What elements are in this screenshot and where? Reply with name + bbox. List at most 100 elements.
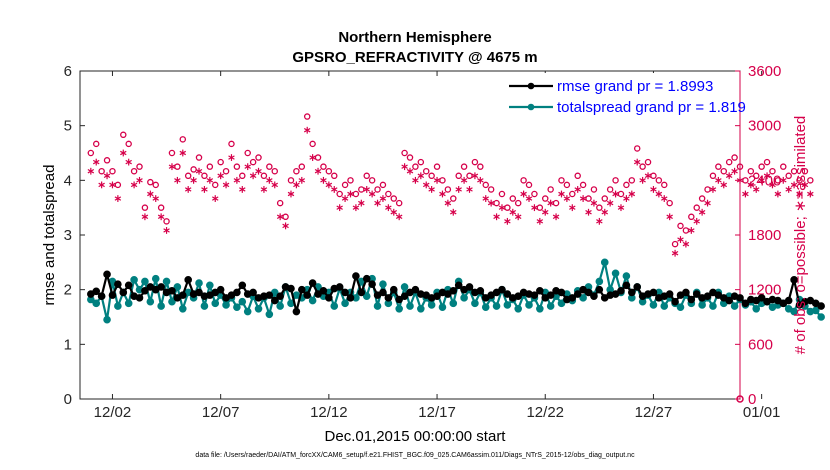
- rmse-point: [287, 284, 295, 293]
- assimilated-point: [574, 186, 581, 193]
- possible-point: [650, 172, 657, 180]
- rmse-point: [379, 288, 387, 297]
- possible-point: [731, 154, 738, 161]
- possible-point: [785, 172, 792, 180]
- assimilated-point: [731, 167, 738, 175]
- possible-point: [276, 199, 284, 207]
- possible-point: [720, 167, 728, 175]
- possible-point: [450, 195, 457, 202]
- possible-point: [195, 154, 203, 161]
- rmse-point: [433, 292, 441, 301]
- assimilated-point: [195, 167, 203, 175]
- plot-area: 12/02 12/07 12/12 12/17 12/22 12/27 01/0101234…: [64, 63, 825, 421]
- chart-subtitle: GPSRO_REFRACTIVITY @ 4675 m: [292, 49, 537, 66]
- assimilated-point: [769, 181, 776, 189]
- assimilated-point: [406, 167, 414, 175]
- possible-point: [617, 190, 625, 198]
- possible-point: [698, 195, 706, 202]
- assimilated-point: [179, 149, 187, 157]
- assimilated-point: [585, 208, 592, 216]
- assimilated-point: [455, 186, 462, 193]
- possible-point: [358, 186, 365, 193]
- rmse-point: [595, 285, 604, 294]
- totalspread-point: [698, 301, 706, 309]
- rmse-point: [741, 299, 750, 308]
- totalspread-point: [557, 299, 566, 308]
- possible-point: [98, 167, 105, 175]
- plot-frame: [79, 70, 741, 400]
- possible-point: [92, 140, 100, 148]
- y-left-tick-label: 6: [64, 63, 72, 80]
- assimilated-point: [520, 190, 527, 198]
- totalspread-point: [611, 269, 620, 278]
- possible-point: [742, 177, 749, 184]
- totalspread-point: [730, 302, 739, 310]
- chart-title: Northern Hemisphere: [338, 29, 491, 46]
- totalspread-point: [243, 307, 252, 316]
- rmse-point: [97, 292, 106, 301]
- legend-box: [503, 73, 739, 117]
- assimilated-point: [320, 176, 327, 184]
- possible-point: [758, 163, 765, 170]
- assimilated-point: [255, 167, 262, 175]
- totalspread-point: [92, 299, 101, 308]
- assimilated-point: [152, 195, 159, 202]
- totalspread-point: [427, 301, 436, 309]
- possible-point: [433, 163, 441, 170]
- assimilated-point: [244, 163, 251, 171]
- rmse-point: [265, 291, 274, 299]
- assimilated-point: [487, 199, 495, 207]
- possible-point: [596, 204, 603, 211]
- possible-point: [661, 181, 668, 189]
- y-axis-label-left: rmse and totalspread: [41, 165, 58, 306]
- possible-point: [774, 177, 782, 184]
- assimilated-point: [493, 213, 500, 221]
- rmse-point: [298, 285, 306, 294]
- y-left-tick-label: 5: [64, 118, 72, 135]
- totalspread-point: [379, 280, 387, 289]
- assimilated-point: [579, 195, 587, 202]
- possible-point: [466, 172, 473, 180]
- assimilated-point: [249, 172, 257, 180]
- totalspread-point: [254, 305, 263, 313]
- totalspread-point: [330, 302, 339, 310]
- assimilated-point: [563, 195, 571, 202]
- assimilated-point: [293, 181, 300, 189]
- totalspread-point: [233, 303, 241, 311]
- totalspread-point: [600, 258, 609, 267]
- assimilated-point: [709, 186, 717, 193]
- totalspread-point: [178, 305, 187, 313]
- totalspread-point: [471, 299, 479, 308]
- rmse-point: [536, 286, 544, 295]
- assimilated-point: [558, 190, 565, 198]
- possible-point: [769, 167, 776, 175]
- possible-point: [120, 131, 127, 139]
- assimilated-point: [498, 204, 506, 212]
- rmse-point: [546, 291, 555, 299]
- assimilated-point: [698, 208, 706, 216]
- rmse-point: [568, 294, 577, 302]
- possible-point: [509, 195, 517, 202]
- rmse-point: [682, 288, 690, 297]
- possible-point: [206, 163, 214, 170]
- possible-point: [293, 167, 300, 175]
- possible-point: [736, 163, 744, 170]
- assimilated-point: [482, 195, 489, 202]
- totalspread-point: [536, 305, 544, 313]
- totalspread-point: [395, 305, 403, 313]
- possible-point: [428, 172, 435, 180]
- rmse-point: [303, 291, 312, 299]
- possible-point: [520, 177, 527, 184]
- assimilated-point: [103, 172, 111, 180]
- totalspread-point: [649, 301, 658, 309]
- assimilated-point: [433, 176, 441, 184]
- possible-point: [152, 181, 159, 189]
- rmse-point: [790, 276, 798, 284]
- possible-point: [444, 186, 452, 193]
- y-right-tick-label: 3600: [748, 63, 781, 80]
- totalspread-point: [481, 303, 490, 311]
- y-left-tick-label: 2: [64, 282, 72, 299]
- assimilated-point: [222, 181, 230, 189]
- totalspread-point: [265, 310, 274, 319]
